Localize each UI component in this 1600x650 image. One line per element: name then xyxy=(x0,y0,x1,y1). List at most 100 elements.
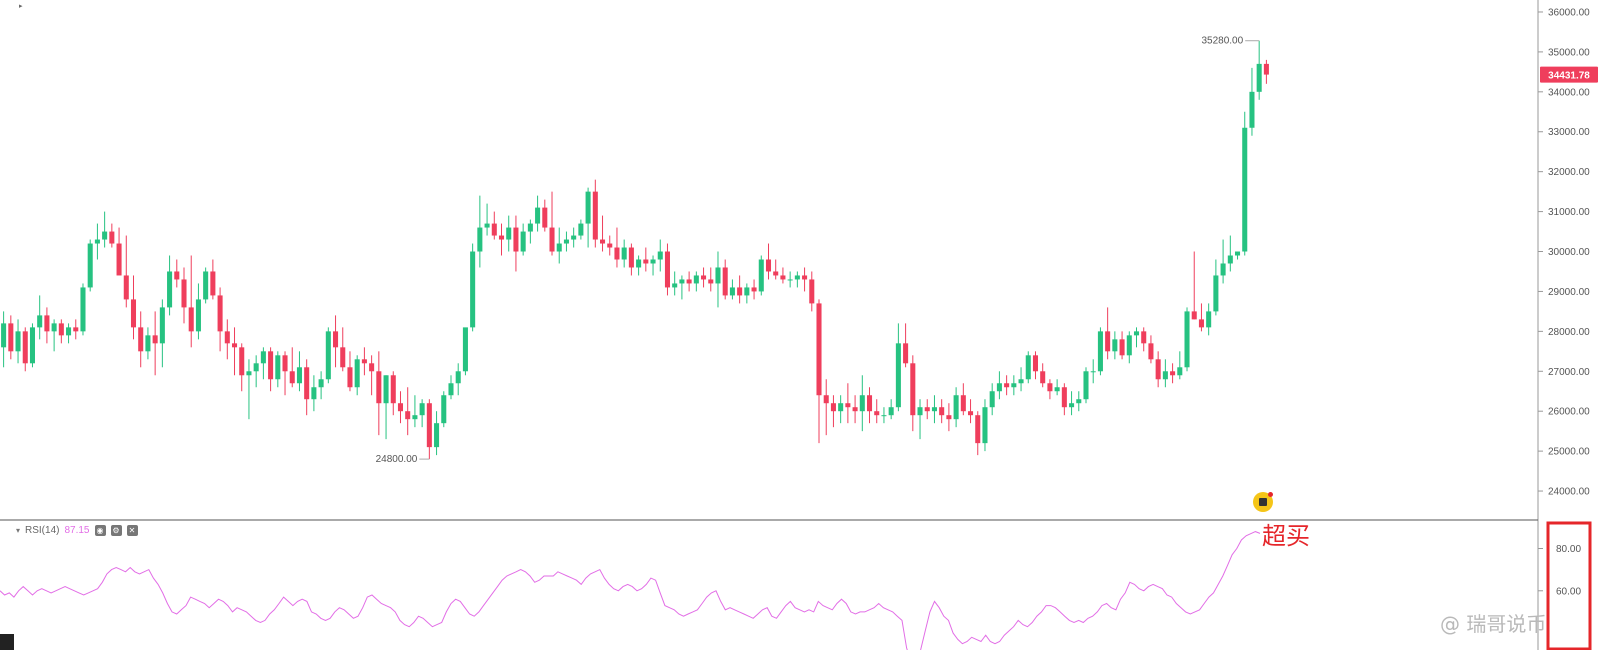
candle-body xyxy=(87,243,93,288)
candle xyxy=(701,267,707,288)
candle-body xyxy=(210,271,216,296)
candle xyxy=(1090,359,1096,384)
candle-body xyxy=(903,343,909,364)
candle xyxy=(585,187,591,248)
candle xyxy=(679,275,685,300)
candle xyxy=(729,279,735,300)
settings-icon[interactable]: ⚙ xyxy=(110,524,122,536)
candle xyxy=(80,283,86,336)
price-tick-label: 35000.00 xyxy=(1548,47,1590,58)
rsi-legend-value: 87.15 xyxy=(64,524,90,536)
candle-body xyxy=(455,371,461,384)
rsi-axis[interactable]: 80.00 60.00 xyxy=(1538,544,1581,597)
candle-body xyxy=(1177,367,1183,376)
candle xyxy=(224,319,230,360)
candle xyxy=(73,319,79,340)
candle xyxy=(1141,327,1147,352)
candle xyxy=(66,323,72,344)
candle-body xyxy=(44,315,50,332)
candle-body xyxy=(563,239,569,244)
candle-body xyxy=(917,407,923,416)
expand-arrow-icon[interactable]: ▸ xyxy=(19,2,23,10)
candle-body xyxy=(643,259,649,264)
candle-body xyxy=(347,367,353,388)
candle xyxy=(145,327,151,360)
price-axis[interactable]: 36000.00 35000.00 34000.00 33000.00 32000.00… xyxy=(1538,7,1598,498)
candle-body xyxy=(470,251,476,328)
eye-icon[interactable]: ◉ xyxy=(94,524,106,536)
candle xyxy=(607,235,613,256)
candle xyxy=(1162,359,1168,388)
candle-body xyxy=(1213,275,1219,312)
candle xyxy=(737,275,743,304)
candle xyxy=(982,399,988,452)
candle-body xyxy=(1018,379,1024,384)
candle xyxy=(708,267,714,292)
candle xyxy=(881,407,887,424)
candle xyxy=(917,399,923,440)
price-tick-label: 30000.00 xyxy=(1548,247,1590,258)
candle-body xyxy=(628,247,634,268)
candle-body xyxy=(152,335,158,344)
candle xyxy=(549,191,555,256)
candle-body xyxy=(138,327,144,352)
candle xyxy=(1155,351,1161,388)
candle-body xyxy=(1206,311,1212,328)
candle-body xyxy=(859,395,865,412)
candle xyxy=(1256,40,1262,100)
candle xyxy=(563,231,569,252)
candle xyxy=(924,399,930,420)
candle xyxy=(903,323,909,368)
candle xyxy=(535,195,541,232)
candle xyxy=(946,403,952,432)
candle xyxy=(578,219,584,240)
candle xyxy=(195,283,201,340)
candle-body xyxy=(80,287,86,332)
candle-body xyxy=(333,331,339,348)
candle xyxy=(693,271,699,292)
candle xyxy=(636,255,642,276)
candle xyxy=(369,355,375,396)
candle xyxy=(787,271,793,288)
candle xyxy=(527,219,533,244)
candle xyxy=(664,243,670,296)
candle xyxy=(866,387,873,424)
close-icon[interactable]: ✕ xyxy=(126,524,138,536)
candle-body xyxy=(491,223,497,236)
candle-body xyxy=(664,251,670,288)
candle xyxy=(556,227,562,264)
price-tick-label: 36000.00 xyxy=(1548,7,1590,18)
candle-body xyxy=(1119,339,1125,356)
candle-body xyxy=(535,207,541,224)
candle-body xyxy=(1162,371,1168,380)
candles-layer xyxy=(1,40,1269,460)
candle xyxy=(37,295,43,340)
candle-body xyxy=(542,207,548,228)
candle xyxy=(1076,391,1082,412)
candle-body xyxy=(715,267,721,284)
price-tick-label: 26000.00 xyxy=(1548,407,1590,418)
candle-body xyxy=(506,227,512,240)
candle-body xyxy=(383,375,389,404)
candle-body xyxy=(426,403,432,448)
candle-body xyxy=(434,423,440,448)
candle-body xyxy=(289,371,295,384)
candle-body xyxy=(462,327,468,372)
candle-body xyxy=(484,223,490,228)
candle-body xyxy=(419,403,425,416)
candle xyxy=(87,239,93,292)
watermark: @ 瑞哥说币 xyxy=(1440,612,1547,636)
price-tick-label: 28000.00 xyxy=(1548,327,1590,338)
candle xyxy=(996,371,1002,400)
candle xyxy=(845,383,851,424)
collapse-arrow-icon[interactable]: ▾ xyxy=(16,525,21,535)
candle xyxy=(181,267,187,324)
candle-body xyxy=(1198,319,1204,328)
candle xyxy=(231,327,238,376)
candle xyxy=(628,243,634,276)
candle xyxy=(58,319,64,344)
candle-body xyxy=(1112,339,1118,352)
alert-icon[interactable] xyxy=(1253,492,1273,512)
candle-body xyxy=(325,331,331,380)
